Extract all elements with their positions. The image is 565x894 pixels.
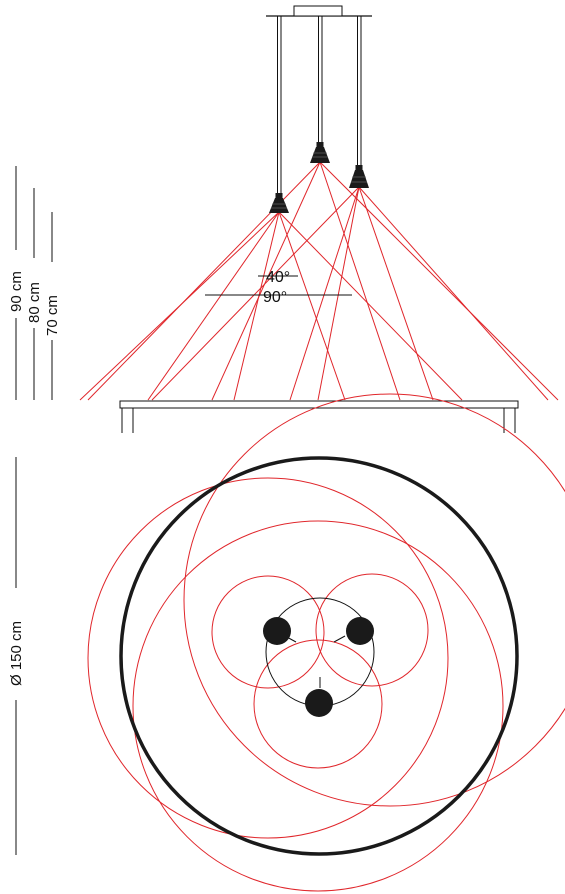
side-view-light-beams xyxy=(79,161,559,401)
pendant-shade-center xyxy=(310,142,330,163)
ceiling-canopy xyxy=(266,5,372,17)
dimension-label-90cm: 90 cm xyxy=(8,271,25,312)
dimension-label-80cm: 80 cm xyxy=(26,282,43,323)
dimension-label-70cm: 70 cm xyxy=(44,295,61,336)
suspension-cables xyxy=(277,16,362,194)
dimension-label-diameter: Ø 150 cm xyxy=(8,621,25,686)
angle-label-90: 90° xyxy=(263,289,287,306)
pendant-shade-left xyxy=(269,193,289,213)
pendant-shade-right xyxy=(349,165,369,188)
table-top-plan xyxy=(119,456,519,856)
pendant-shades-plan xyxy=(263,617,374,717)
pendant-right-plan xyxy=(346,617,374,645)
plan-view-light-circles xyxy=(87,393,565,892)
angle-label-40: 40° xyxy=(266,269,290,286)
pendant-bottom-plan xyxy=(305,689,333,717)
height-dimension-lines xyxy=(15,166,53,400)
pendant-left-plan xyxy=(263,617,291,645)
angle-indicators: 40° 90° xyxy=(205,269,352,306)
